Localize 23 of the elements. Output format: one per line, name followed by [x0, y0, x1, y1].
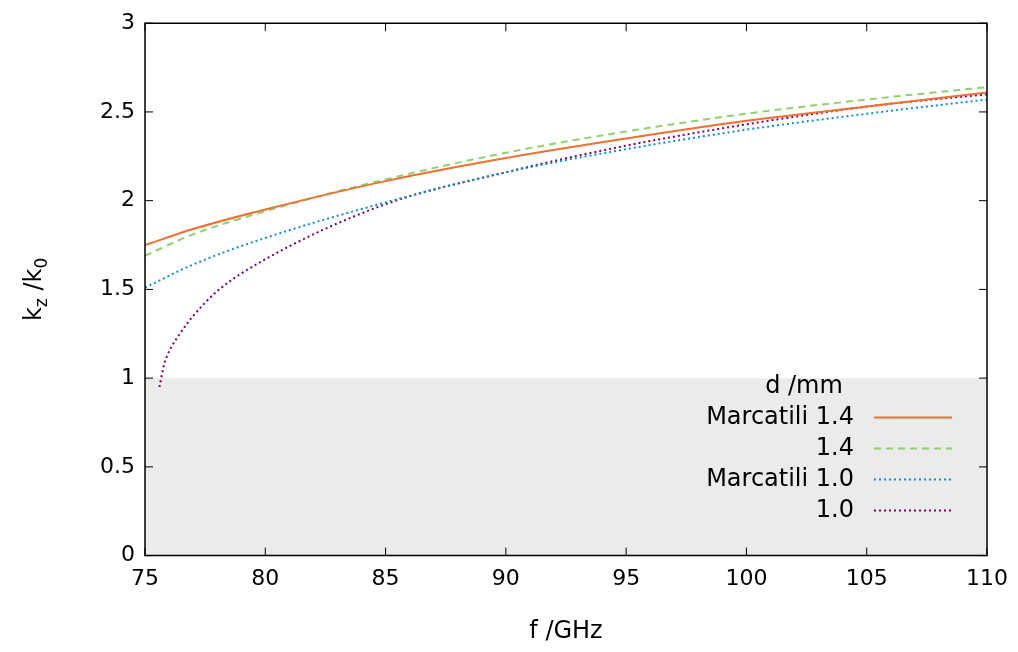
y-tick-label: 1	[121, 363, 135, 389]
x-tick-label: 95	[612, 564, 641, 590]
y-tick-label: 3	[121, 8, 135, 34]
y-tick-label: 2.5	[100, 97, 135, 123]
legend-label: Marcatili 1.0	[706, 463, 854, 492]
y-tick-label: 0	[121, 541, 135, 567]
y-axis-title: kz /k0	[19, 257, 51, 322]
y-tick-label: 2	[121, 186, 135, 212]
x-axis-title: f /GHz	[529, 616, 603, 645]
line-series	[145, 98, 987, 289]
legend-label: Marcatili 1.4	[706, 401, 854, 430]
x-tick-label: 90	[491, 564, 520, 590]
x-tick-label: 110	[966, 564, 1008, 590]
x-tick-label: 100	[725, 564, 768, 590]
legend-label: 1.4	[815, 432, 854, 461]
x-tick-label: 105	[845, 564, 888, 590]
legend-label: 1.0	[815, 494, 854, 523]
y-tick-label: 1.5	[100, 275, 135, 301]
legend-title: d /mm	[765, 370, 843, 399]
x-tick-label: 75	[131, 564, 159, 590]
y-tick-label: 0.5	[100, 452, 135, 478]
x-tick-label: 80	[251, 564, 280, 590]
x-tick-label: 85	[371, 564, 400, 590]
